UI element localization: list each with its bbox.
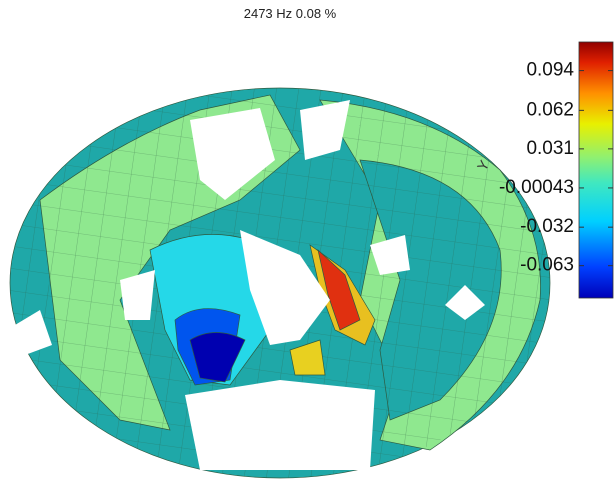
- colorbar-tick-label: 0.031: [526, 138, 574, 159]
- colorbar-tick-label: -0.063: [520, 255, 574, 276]
- figure: 2473 Hz 0.08 % Y 0.0940.0620.031-0.00043…: [0, 0, 614, 493]
- colorbar-tick-label: 0.062: [526, 99, 574, 120]
- mesh-plot: [10, 88, 550, 478]
- chart-title: 2473 Hz 0.08 %: [244, 6, 337, 21]
- hole: [185, 380, 375, 470]
- colorbar-tick-label: -0.00043: [499, 177, 574, 198]
- colorbar-tick-label: 0.094: [526, 60, 574, 81]
- colorbar: [579, 42, 613, 298]
- colorbar-tick-label: -0.032: [520, 216, 574, 237]
